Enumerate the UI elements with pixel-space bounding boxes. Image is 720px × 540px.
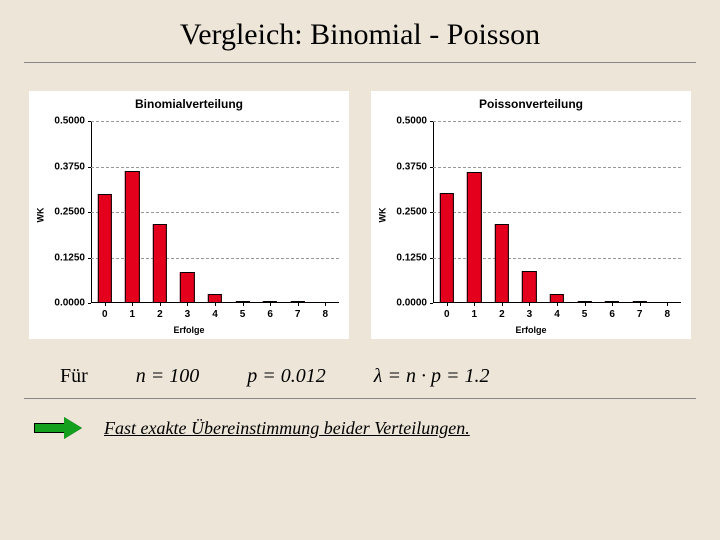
bar <box>440 193 454 303</box>
params-label: Für <box>60 365 88 388</box>
params-row: Für n = 100 p = 0.012 λ = n · p = 1.2 <box>0 339 720 398</box>
x-tick-label: 7 <box>295 303 301 320</box>
bar <box>495 224 509 303</box>
x-tick-label: 6 <box>267 303 273 320</box>
param-lambda: λ = n · p = 1.2 <box>374 365 490 388</box>
y-tick-label: 0.3750 <box>54 161 91 172</box>
x-tick-label: 8 <box>322 303 328 320</box>
bar <box>550 294 564 303</box>
x-tick-label: 5 <box>240 303 246 320</box>
bar <box>235 301 249 303</box>
bar <box>98 194 112 303</box>
x-tick-label: 5 <box>582 303 588 320</box>
conclusion-text: Fast exakte Übereinstimmung beider Verte… <box>104 418 470 439</box>
y-tick-label: 0.5000 <box>54 116 91 127</box>
x-tick-label: 1 <box>130 303 136 320</box>
y-axis-label: WK <box>378 208 388 223</box>
bar <box>153 224 167 303</box>
x-tick-label: 4 <box>554 303 560 320</box>
bar <box>632 301 646 303</box>
x-axis-label: Erfolge <box>29 325 349 335</box>
x-tick-label: 2 <box>499 303 505 320</box>
x-tick-label: 6 <box>609 303 615 320</box>
charts-row: Binomialverteilung WK Erfolge 0.00000.12… <box>0 63 720 339</box>
bar <box>208 294 222 303</box>
x-tick-label: 3 <box>527 303 533 320</box>
param-n: n = 100 <box>136 365 200 388</box>
x-tick-label: 3 <box>185 303 191 320</box>
y-tick-label: 0.5000 <box>396 116 433 127</box>
y-tick-label: 0.1250 <box>396 252 433 263</box>
plot-area: 0.00000.12500.25000.37500.5000012345678 <box>433 121 681 303</box>
y-axis-label: WK <box>36 208 46 223</box>
x-tick-label: 7 <box>637 303 643 320</box>
chart-title: Binomialverteilung <box>29 97 349 111</box>
bar <box>467 172 481 303</box>
x-tick-label: 0 <box>444 303 450 320</box>
bar <box>522 271 536 303</box>
x-axis-label: Erfolge <box>371 325 691 335</box>
y-tick-label: 0.3750 <box>396 161 433 172</box>
y-tick-label: 0.1250 <box>54 252 91 263</box>
bar <box>605 301 619 303</box>
bar <box>263 301 277 303</box>
conclusion-row: Fast exakte Übereinstimmung beider Verte… <box>0 399 720 439</box>
chart-title: Poissonverteilung <box>371 97 691 111</box>
arrow-right-icon <box>34 417 82 439</box>
page-title: Vergleich: Binomial - Poisson <box>0 0 720 62</box>
bar <box>125 171 139 303</box>
chart-binomial: Binomialverteilung WK Erfolge 0.00000.12… <box>29 91 349 339</box>
x-tick-label: 0 <box>102 303 108 320</box>
plot-area: 0.00000.12500.25000.37500.5000012345678 <box>91 121 339 303</box>
bar <box>577 301 591 303</box>
bar <box>290 301 304 303</box>
chart-poisson: Poissonverteilung WK Erfolge 0.00000.125… <box>371 91 691 339</box>
y-tick-label: 0.0000 <box>54 298 91 309</box>
x-tick-label: 1 <box>472 303 478 320</box>
y-tick-label: 0.0000 <box>396 298 433 309</box>
y-tick-label: 0.2500 <box>54 207 91 218</box>
param-p: p = 0.012 <box>247 365 326 388</box>
x-tick-label: 4 <box>212 303 218 320</box>
x-tick-label: 2 <box>157 303 163 320</box>
x-tick-label: 8 <box>664 303 670 320</box>
bar <box>180 272 194 303</box>
y-tick-label: 0.2500 <box>396 207 433 218</box>
